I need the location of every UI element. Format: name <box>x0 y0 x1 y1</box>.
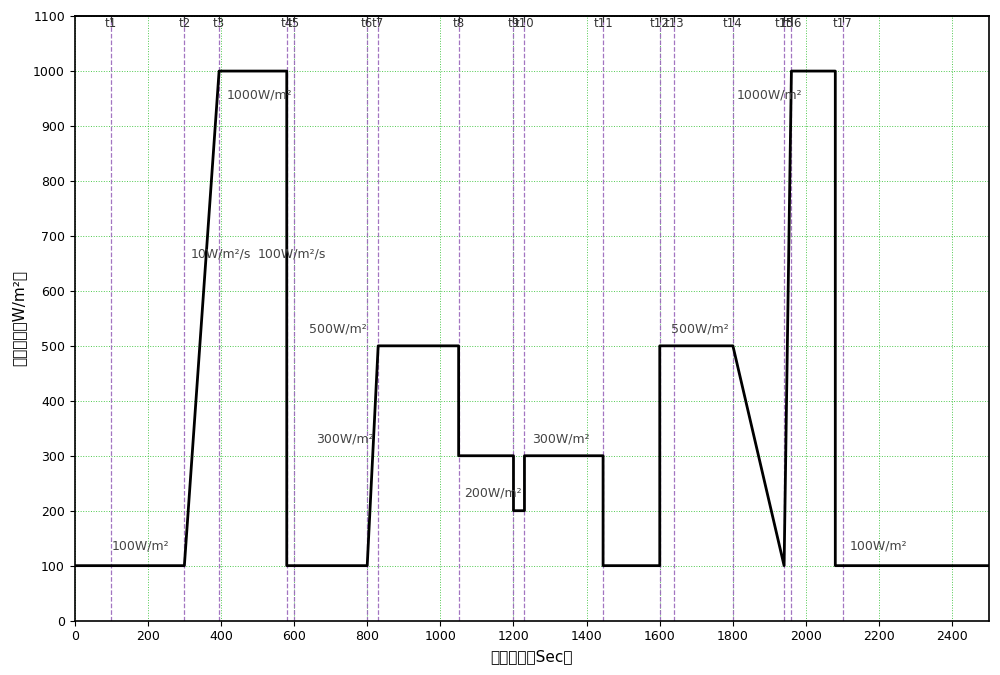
Text: t2: t2 <box>178 17 190 30</box>
Text: t4: t4 <box>281 17 293 30</box>
Text: t6: t6 <box>361 17 373 30</box>
Text: t9: t9 <box>507 17 520 30</box>
Text: t12: t12 <box>650 17 670 30</box>
Text: t15: t15 <box>774 17 794 30</box>
Text: 200W/m²: 200W/m² <box>464 487 522 500</box>
Text: t11: t11 <box>593 17 613 30</box>
Text: 300W/m²: 300W/m² <box>532 432 589 445</box>
Text: 1000W/m²: 1000W/m² <box>737 88 802 101</box>
Text: 100W/m²: 100W/m² <box>850 539 908 552</box>
Y-axis label: 辐照强度（W/m²）: 辐照强度（W/m²） <box>11 271 26 367</box>
Text: 1000W/m²: 1000W/m² <box>226 88 292 101</box>
Text: t14: t14 <box>723 17 743 30</box>
Text: 10W/m²/s: 10W/m²/s <box>191 248 251 261</box>
Text: ttl6: ttl6 <box>781 17 802 30</box>
Text: 500W/m²: 500W/m² <box>671 322 728 335</box>
Text: t7: t7 <box>372 17 384 30</box>
Text: 300W/m²: 300W/m² <box>316 432 374 445</box>
X-axis label: 测试时间（Sec）: 测试时间（Sec） <box>491 649 573 664</box>
Text: t1: t1 <box>105 17 117 30</box>
Text: t8: t8 <box>453 17 465 30</box>
Text: t3: t3 <box>213 17 225 30</box>
Text: t10: t10 <box>515 17 534 30</box>
Text: t13: t13 <box>665 17 684 30</box>
Text: 500W/m²: 500W/m² <box>309 322 366 335</box>
Text: t17: t17 <box>833 17 852 30</box>
Text: 100W/m²: 100W/m² <box>111 539 169 552</box>
Text: t5: t5 <box>288 17 300 30</box>
Text: 100W/m²/s: 100W/m²/s <box>258 248 326 261</box>
